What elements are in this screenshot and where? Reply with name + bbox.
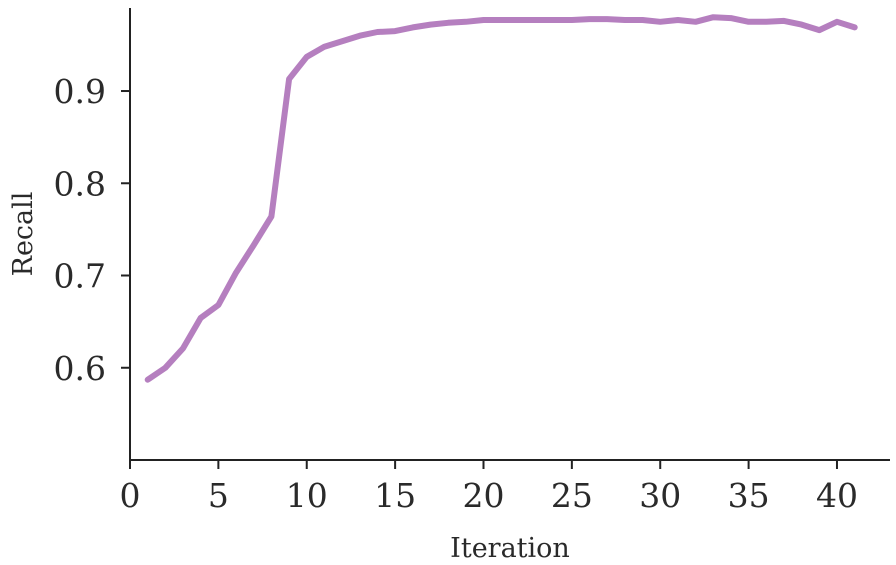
y-axis-label: Recall: [8, 192, 39, 277]
x-tick-label: 40: [816, 476, 858, 515]
x-tick-label: 0: [120, 476, 141, 515]
x-axis-label: Iteration: [450, 533, 570, 564]
x-tick-label: 35: [728, 476, 770, 515]
x-tick-label: 15: [374, 476, 416, 515]
x-axis-ticks: 0 5 10 15 20 25 30 35 40: [120, 460, 858, 515]
y-tick-label: 0.8: [54, 164, 106, 203]
y-tick-label: 0.6: [54, 349, 106, 388]
y-axis-ticks: 0.6 0.7 0.8 0.9: [54, 72, 130, 388]
x-tick-label: 20: [462, 476, 504, 515]
y-tick-label: 0.9: [54, 72, 106, 111]
recall-series-line: [144, 14, 858, 383]
y-tick-label: 0.7: [54, 257, 106, 296]
series-layer: [144, 14, 858, 383]
x-tick-label: 10: [286, 476, 328, 515]
x-tick-label: 25: [551, 476, 593, 515]
x-tick-label: 30: [639, 476, 681, 515]
x-tick-label: 5: [208, 476, 229, 515]
